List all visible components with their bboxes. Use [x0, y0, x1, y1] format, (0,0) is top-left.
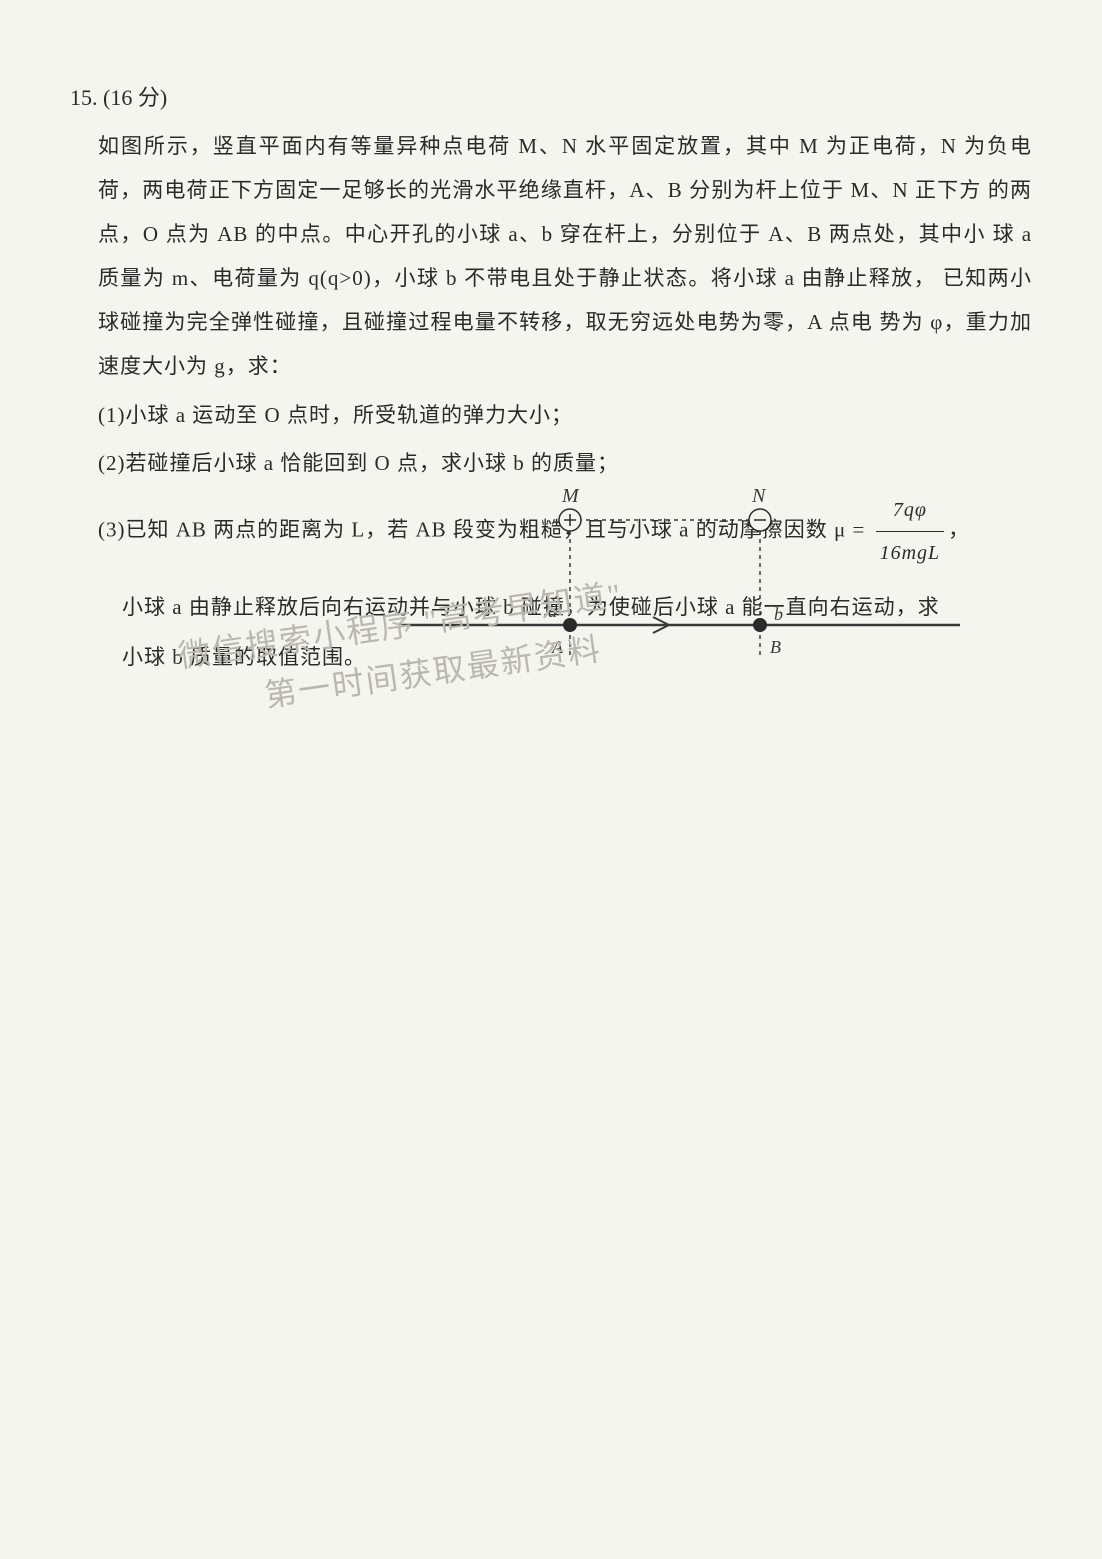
diagram-svg: M N a b A B	[380, 480, 1080, 740]
body-line1: 如图所示，竖直平面内有等量异种点电荷 M、N 水平固定放置，其中 M 为正电荷，…	[98, 134, 1032, 158]
label-a: a	[548, 601, 557, 621]
label-B: B	[770, 637, 781, 657]
sub-question-1: (1)小球 a 运动至 O 点时，所受轨道的弹力大小；	[98, 393, 1032, 437]
label-N: N	[751, 485, 767, 507]
q-num: 15.	[70, 85, 98, 110]
body-line2: 荷，两电荷正下方固定一足够长的光滑水平绝缘直杆，A、B 分别为杆上位于 M、N …	[98, 178, 981, 202]
question-body: 如图所示，竖直平面内有等量异种点电荷 M、N 水平固定放置，其中 M 为正电荷，…	[98, 124, 1032, 389]
label-A: A	[551, 637, 564, 657]
ball-b	[753, 618, 767, 632]
label-b: b	[774, 604, 783, 624]
q-points: (16 分)	[103, 85, 167, 110]
question-number: 15. (16 分)	[70, 80, 1032, 112]
label-M: M	[561, 485, 580, 507]
ball-a	[563, 618, 577, 632]
sub-question-2: (2)若碰撞后小球 a 恰能回到 O 点，求小球 b 的质量；	[98, 441, 1032, 485]
physics-diagram: M N a b A B	[380, 480, 1080, 740]
